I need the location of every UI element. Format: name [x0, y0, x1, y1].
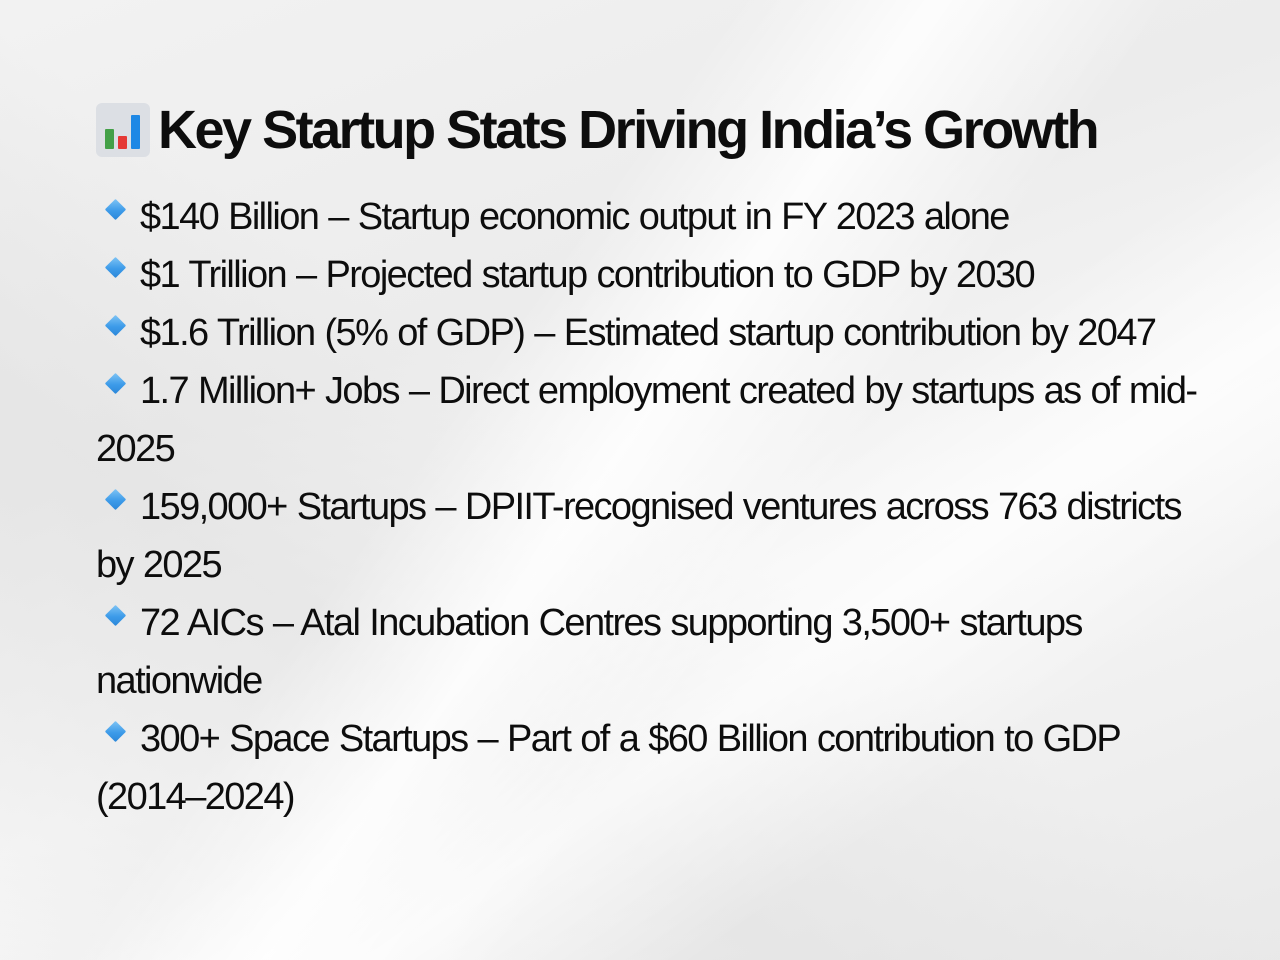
stat-item: $1 Trillion – Projected startup contribu… [96, 246, 1206, 304]
stat-text: $140 Billion – Startup economic output i… [140, 196, 1010, 238]
blue-diamond-icon [104, 720, 127, 743]
slide: Key Startup Stats Driving India’s Growth… [96, 92, 1206, 826]
blue-diamond-icon [104, 604, 127, 627]
stat-item: $140 Billion – Startup economic output i… [96, 188, 1206, 246]
stat-text: 1.7 Million+ Jobs – Direct employment cr… [96, 370, 1198, 470]
blue-diamond-icon [104, 198, 127, 221]
stat-item: 159,000+ Startups – DPIIT-recognised ven… [96, 478, 1206, 594]
stat-text: 72 AICs – Atal Incubation Centres suppor… [96, 602, 1083, 702]
stat-item: 300+ Space Startups – Part of a $60 Bill… [96, 710, 1206, 826]
stat-text: $1.6 Trillion (5% of GDP) – Estimated st… [140, 312, 1157, 354]
stat-text: 159,000+ Startups – DPIIT-recognised ven… [96, 486, 1183, 586]
blue-diamond-icon [104, 488, 127, 511]
blue-diamond-icon [104, 256, 127, 279]
stat-item: 72 AICs – Atal Incubation Centres suppor… [96, 594, 1206, 710]
blue-diamond-icon [104, 314, 127, 337]
chart-bar-blue [131, 115, 140, 149]
blue-diamond-icon [104, 372, 127, 395]
stat-text: $1 Trillion – Projected startup contribu… [140, 254, 1036, 296]
chart-bar-green [105, 129, 114, 149]
stat-text: 300+ Space Startups – Part of a $60 Bill… [96, 718, 1121, 818]
chart-bar-red [118, 136, 127, 149]
bar-chart-icon [96, 103, 150, 157]
stats-list: $140 Billion – Startup economic output i… [96, 188, 1206, 826]
stat-item: 1.7 Million+ Jobs – Direct employment cr… [96, 362, 1206, 478]
page-title: Key Startup Stats Driving India’s Growth [158, 100, 1100, 160]
stat-item: $1.6 Trillion (5% of GDP) – Estimated st… [96, 304, 1206, 362]
title-row: Key Startup Stats Driving India’s Growth [96, 92, 1206, 168]
